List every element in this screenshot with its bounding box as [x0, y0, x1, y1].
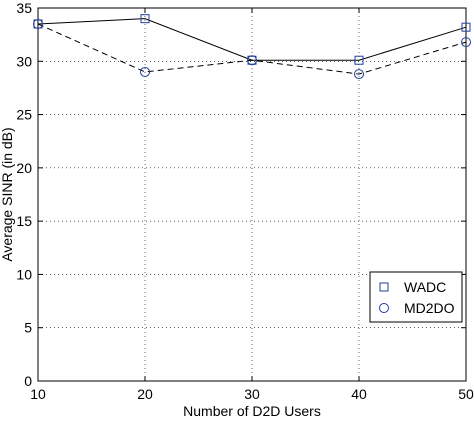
- legend-marker-wadc: [379, 282, 389, 292]
- series-line-md2do: [37, 23, 467, 75]
- data-point-md2do: [461, 37, 471, 48]
- y-axis-label: Average SINR (in dB): [0, 127, 15, 261]
- legend-label-wadc: WADC: [404, 279, 446, 295]
- y-tick-label: 0: [24, 373, 32, 389]
- data-point-md2do: [247, 55, 257, 66]
- x-tick-label: 20: [137, 386, 153, 402]
- data-point-md2do: [140, 66, 150, 77]
- x-tick-label: 30: [244, 386, 260, 402]
- y-tick-label: 25: [16, 107, 32, 123]
- x-axis-label: Number of D2D Users: [183, 403, 321, 419]
- x-tick-label: 50: [458, 386, 474, 402]
- data-point-md2do: [354, 69, 364, 80]
- axes: 10 20 30 40 50 0 5 10 15 20 25 30 35: [16, 0, 474, 402]
- data-point-md2do: [33, 18, 43, 29]
- y-tick-label: 15: [16, 213, 32, 229]
- y-tick-label: 30: [16, 53, 32, 69]
- legend-label-md2do: MD2DO: [404, 300, 455, 316]
- y-tick-label: 35: [16, 0, 32, 16]
- series-layer: [33, 14, 471, 80]
- legend: WADC MD2DO: [369, 271, 463, 323]
- data-point-wadc: [140, 14, 150, 24]
- legend-marker-md2do: [379, 303, 389, 313]
- x-tick-label: 10: [30, 386, 46, 402]
- data-point-wadc: [354, 55, 364, 65]
- legend-box: [369, 271, 463, 323]
- data-point-wadc: [461, 22, 471, 32]
- y-tick-label: 5: [24, 320, 32, 336]
- y-tick-label: 10: [16, 266, 32, 282]
- x-tick-label: 40: [351, 386, 367, 402]
- y-tick-label: 20: [16, 160, 32, 176]
